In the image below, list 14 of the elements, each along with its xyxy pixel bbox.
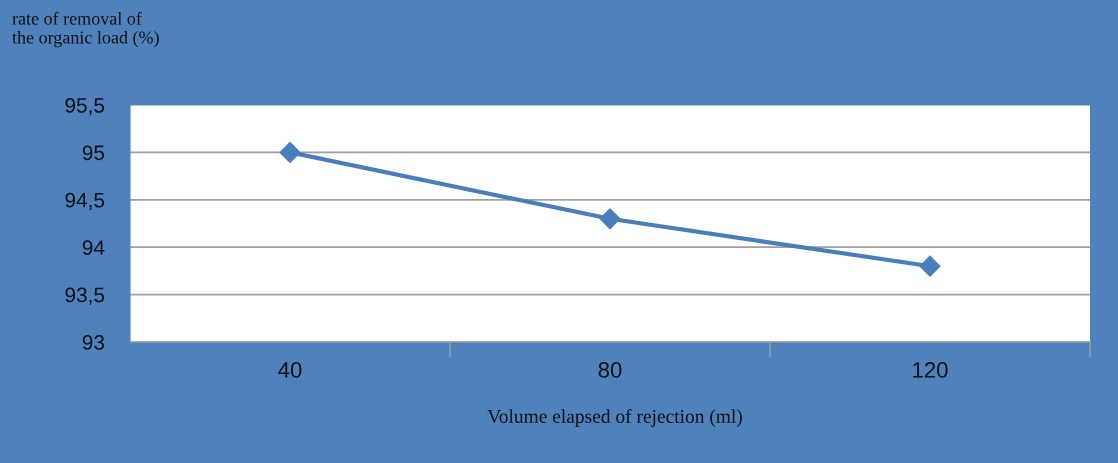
y-tick-label: 94,5 [65,192,105,211]
y-axis-title: rate of removal of the organic load (%) [12,11,159,48]
y-tick-label: 93,5 [65,287,105,305]
x-tick-label: 120 [913,362,948,378]
y-tick-label: 94 [82,240,105,255]
x-axis-title: Volume elapsed of rejection (ml) [487,409,742,427]
y-tick-label: 95 [82,145,105,161]
y-tick-label: 93 [82,335,105,350]
point [599,208,621,230]
point [919,255,941,277]
y-tick-label: 95,5 [65,98,105,116]
x-tick-label: 40 [278,362,302,378]
point [279,141,301,163]
x-tick-label: 80 [598,362,622,378]
